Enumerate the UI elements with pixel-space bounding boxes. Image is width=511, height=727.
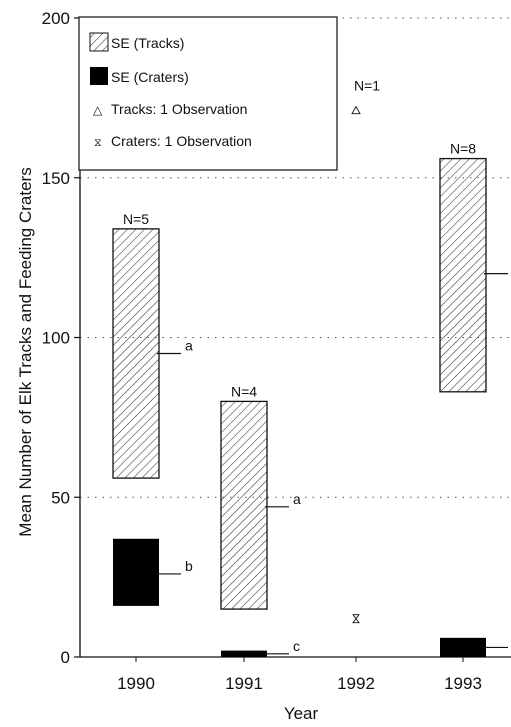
legend-swatch-tracks	[89, 32, 109, 52]
y-axis-title: Mean Number of Elk Tracks and Feeding Cr…	[16, 167, 35, 536]
craters-se-bar-1990	[113, 538, 159, 606]
y-tick-label: 0	[61, 648, 70, 667]
legend-label-track-single: Tracks: 1 Observation	[111, 101, 247, 117]
significance-letter: b	[185, 558, 193, 574]
x-tick-label: 1993	[444, 674, 482, 693]
legend-label-tracks: SE (Tracks)	[111, 35, 184, 51]
legend-label-craters: SE (Craters)	[111, 69, 189, 85]
bar-annotations: aN=5aN=4aN=8bccN=1	[123, 78, 476, 654]
legend: SE (Tracks) SE (Craters) △ Tracks: 1 Obs…	[78, 16, 338, 171]
y-tick-label: 100	[42, 329, 70, 348]
y-tick-label: 50	[51, 488, 70, 507]
x-tick-label: 1991	[225, 674, 263, 693]
y-tick-label: 150	[42, 169, 70, 188]
craters-single-observation-hourglass-icon	[352, 614, 360, 624]
significance-letter: c	[293, 638, 300, 654]
x-axis-title: Year	[284, 704, 319, 723]
significance-letter: a	[293, 491, 301, 507]
legend-label-crater-single: Craters: 1 Observation	[111, 133, 252, 149]
tracks-se-bar-1993	[439, 157, 487, 393]
legend-box	[78, 16, 338, 171]
tracks-se-bar-1991	[220, 400, 268, 610]
craters-se-bar-1991	[221, 650, 267, 657]
axes: 0 50 100 150 200 1990 1991 1992 1993	[42, 9, 511, 693]
legend-swatch-craters	[90, 67, 108, 85]
sample-size-label: N=1	[354, 78, 380, 94]
significance-letter: a	[185, 337, 193, 353]
craters-se-bar-1993	[440, 637, 486, 657]
y-tick-label: 200	[42, 9, 70, 28]
legend-hourglass-icon: ⧖	[94, 137, 102, 149]
tracks-single-observation-triangle-icon	[351, 105, 361, 115]
bars	[112, 105, 508, 657]
legend-triangle-icon: △	[93, 103, 103, 117]
sample-size-label: N=4	[231, 383, 257, 399]
x-tick-label: 1992	[337, 674, 375, 693]
sample-size-label: N=5	[123, 211, 149, 227]
x-tick-label: 1990	[117, 674, 155, 693]
sample-size-label: N=8	[450, 141, 476, 157]
tracks-se-bar-1990	[112, 228, 160, 479]
